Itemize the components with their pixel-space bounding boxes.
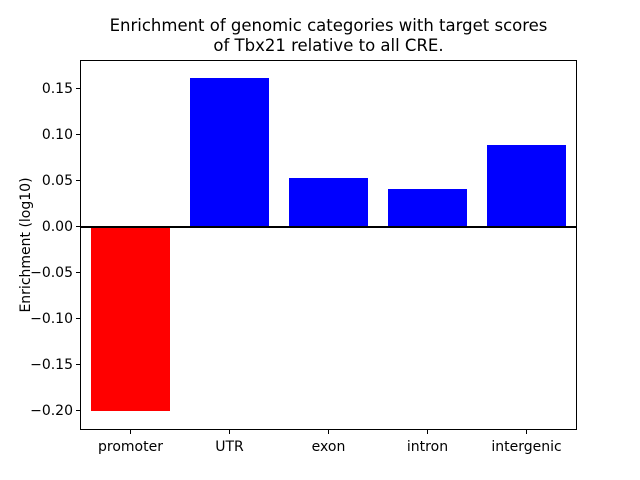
y-tick-label: −0.15 <box>30 356 73 373</box>
bar-intergenic <box>486 144 567 227</box>
y-tick-label: −0.20 <box>30 402 73 419</box>
y-axis-label: Enrichment (log10) <box>18 177 34 313</box>
x-tick-label-exon: exon <box>311 439 346 455</box>
y-tick-mark <box>76 317 80 320</box>
zero-line <box>81 225 576 228</box>
y-tick-mark <box>76 409 80 412</box>
y-tick-label: 0.15 <box>41 80 73 97</box>
x-tick-label-intergenic: intergenic <box>491 439 562 455</box>
y-tick-mark <box>76 179 80 182</box>
y-tick-label: 0.10 <box>41 126 73 143</box>
y-tick-label: −0.05 <box>30 264 73 281</box>
y-tick-mark <box>76 225 80 228</box>
y-tick-mark <box>76 363 80 366</box>
x-tick-mark <box>129 430 132 434</box>
y-tick-mark <box>76 271 80 274</box>
x-tick-mark <box>525 430 528 434</box>
y-tick-label: 0.05 <box>41 172 73 189</box>
x-tick-label-UTR: UTR <box>215 439 244 455</box>
bar-intron <box>387 188 468 227</box>
chart-title: Enrichment of genomic categories with ta… <box>109 16 548 55</box>
y-tick-label: 0.00 <box>41 218 73 235</box>
bar-promoter <box>90 226 171 411</box>
y-tick-mark <box>76 133 80 136</box>
x-tick-label-intron: intron <box>406 439 449 455</box>
bar-UTR <box>189 77 270 227</box>
y-tick-mark <box>76 87 80 90</box>
y-tick-label: −0.10 <box>30 310 73 327</box>
plot-area: 0.15 0.10 0.05 0.00 −0.05 −0.10 −0.15 −0.20 prom… <box>30 60 577 455</box>
x-tick-label-promoter: promoter <box>98 439 163 455</box>
x-tick-mark <box>426 430 429 434</box>
x-tick-mark <box>228 430 231 434</box>
bar-exon <box>288 177 369 227</box>
x-tick-mark <box>327 430 330 434</box>
